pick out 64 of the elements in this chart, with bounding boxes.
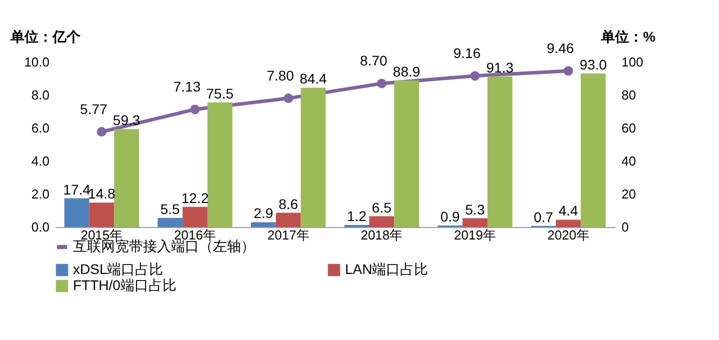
y2-tick-label: 20 bbox=[622, 186, 636, 202]
bar bbox=[182, 206, 208, 227]
x-tick-label: 2017年 bbox=[267, 228, 310, 242]
data-label: 7.13 bbox=[173, 78, 201, 94]
bar bbox=[158, 218, 183, 227]
data-label: 75.5 bbox=[206, 85, 234, 102]
legend-label: LAN端口占比 bbox=[345, 261, 428, 277]
y-tick-label: 8.0 bbox=[31, 88, 50, 102]
y2-axis-title: 单位：% bbox=[600, 28, 656, 44]
x-tick-label: 2020年 bbox=[547, 228, 590, 242]
y-tick-label: 6.0 bbox=[31, 120, 50, 136]
data-label: 84.4 bbox=[300, 70, 328, 87]
legend-label: FTTH/0端口占比 bbox=[73, 277, 176, 293]
bar bbox=[207, 102, 232, 227]
data-label: 17.4 bbox=[63, 181, 91, 198]
point bbox=[564, 66, 574, 76]
y2-tick-label: 100 bbox=[622, 54, 644, 70]
bar bbox=[114, 129, 139, 227]
legend-label: xDSL端口占比 bbox=[73, 261, 164, 277]
bar bbox=[556, 220, 581, 227]
data-label: 8.6 bbox=[278, 196, 298, 212]
point bbox=[376, 78, 386, 88]
x-tick-label: 2018年 bbox=[360, 228, 403, 242]
x-tick-label: 2019年 bbox=[454, 228, 496, 242]
y2-tick-label: 0 bbox=[622, 220, 629, 234]
point bbox=[96, 127, 106, 137]
data-label: 9.16 bbox=[453, 44, 481, 61]
data-label: 4.4 bbox=[558, 202, 578, 219]
data-label: 1.2 bbox=[347, 208, 367, 224]
bar bbox=[89, 202, 114, 227]
y-tick-label: 2.0 bbox=[31, 186, 50, 202]
bar bbox=[251, 222, 276, 227]
data-label: 6.5 bbox=[372, 199, 392, 216]
y-tick-label: 10.0 bbox=[24, 54, 50, 70]
point bbox=[190, 104, 200, 114]
y-tick-label: 4.0 bbox=[31, 154, 50, 168]
point bbox=[470, 71, 480, 81]
y2-tick-label: 60 bbox=[622, 120, 636, 136]
y-tick-label: 0.0 bbox=[31, 220, 50, 234]
data-label: 0.7 bbox=[534, 208, 554, 225]
data-label: 2.9 bbox=[254, 205, 274, 222]
bar bbox=[487, 76, 512, 227]
data-label: 91.3 bbox=[486, 59, 514, 76]
bar bbox=[64, 198, 90, 227]
bar bbox=[300, 88, 326, 227]
bar bbox=[276, 212, 301, 227]
bar bbox=[369, 216, 394, 227]
data-label: 93.0 bbox=[580, 56, 608, 73]
data-label: 5.77 bbox=[80, 100, 108, 117]
bar bbox=[394, 80, 419, 227]
data-label: 5.3 bbox=[465, 201, 485, 218]
bar bbox=[462, 218, 488, 227]
y2-tick-label: 40 bbox=[622, 154, 636, 168]
data-label: 8.70 bbox=[360, 52, 388, 68]
data-label: 7.80 bbox=[266, 67, 294, 84]
y2-tick-label: 80 bbox=[622, 88, 636, 102]
data-label: 5.5 bbox=[160, 200, 180, 217]
bar bbox=[580, 74, 606, 227]
data-label: 0.9 bbox=[440, 208, 460, 225]
y-axis-title: 单位：亿个 bbox=[10, 28, 82, 44]
data-label: 88.9 bbox=[392, 63, 420, 80]
point bbox=[284, 94, 294, 104]
data-label: 59.3 bbox=[112, 112, 140, 128]
data-label: 9.46 bbox=[546, 40, 574, 56]
